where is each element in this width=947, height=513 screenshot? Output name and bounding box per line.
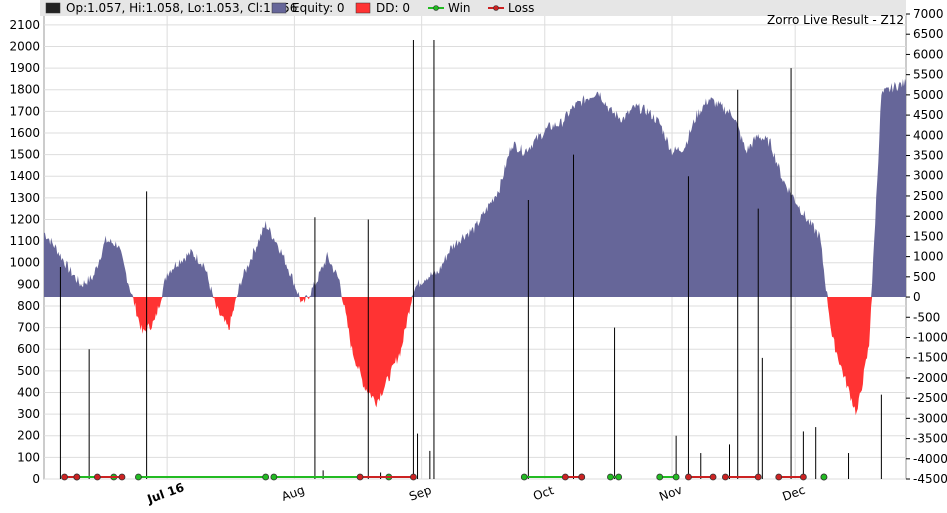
x-axis: Jul 16 Aug Sep Oct Nov Dec <box>145 480 808 506</box>
right-tick-label: 6500 <box>913 27 944 41</box>
left-tick-label: 1200 <box>9 212 40 226</box>
right-tick-label: 3500 <box>913 149 944 163</box>
legend-swatch <box>45 2 61 14</box>
left-tick-label: 800 <box>17 299 40 313</box>
left-tick-label: 500 <box>17 364 40 378</box>
loss-trade-marker <box>685 473 692 481</box>
loss-trade-marker <box>799 473 807 481</box>
win-trade-marker <box>262 473 270 481</box>
left-tick-label: 0 <box>32 472 40 486</box>
right-tick-label: -1000 <box>913 330 947 344</box>
x-tick-label: Nov <box>657 483 684 504</box>
left-tick-label: 300 <box>17 407 40 421</box>
win-trade-marker <box>270 473 278 481</box>
loss-trade-marker <box>356 473 364 481</box>
x-tick-label: Sep <box>407 483 433 504</box>
right-tick-label: -500 <box>913 310 940 324</box>
x-tick-label: Jul 16 <box>145 480 186 506</box>
right-tick-label: 0 <box>913 290 921 304</box>
win-trade-marker <box>615 473 623 481</box>
equity-area-fill <box>44 78 906 298</box>
right-tick-label: -2000 <box>913 371 947 385</box>
right-tick-label: 2000 <box>913 209 944 223</box>
loss-trade-marker <box>721 473 729 481</box>
trade-markers <box>61 473 828 481</box>
chart-title: Zorro Live Result - Z12 <box>767 13 904 27</box>
left-tick-label: 1800 <box>9 83 40 97</box>
left-axis: 0 100 200 300 400 500 600 700 800 900 1000 1100 1200… <box>9 18 40 486</box>
right-tick-label: -1500 <box>913 351 947 365</box>
right-tick-label: -3000 <box>913 411 947 425</box>
right-tick-label: 4500 <box>913 108 944 122</box>
legend-label: Equity: 0 <box>292 1 345 15</box>
right-tick-label: 6000 <box>913 47 944 61</box>
right-tick-label: -2500 <box>913 391 947 405</box>
loss-trade-marker <box>61 473 68 481</box>
right-tick-label: 5500 <box>913 68 944 82</box>
left-tick-label: 600 <box>17 342 40 356</box>
left-tick-label: 1500 <box>9 148 40 162</box>
right-tick-label: 3000 <box>913 169 944 183</box>
right-tick-label: -4500 <box>913 472 947 486</box>
price-spikes <box>59 39 882 479</box>
legend-swatch-dot <box>433 5 439 11</box>
win-trade-marker <box>607 473 614 481</box>
legend-label: Op:1.057, Hi:1.058, Lo:1.053, Cl:1.056 <box>66 1 297 15</box>
right-tick-label: 1500 <box>913 229 944 243</box>
legend-swatch <box>271 2 287 14</box>
legend-swatch-dot <box>493 5 499 11</box>
right-tick-label: 500 <box>913 270 936 284</box>
left-tick-label: 700 <box>17 321 40 335</box>
left-tick-label: 1900 <box>9 61 40 75</box>
left-tick-label: 1100 <box>9 234 40 248</box>
legend-label: Loss <box>508 1 534 15</box>
loss-trade-marker <box>410 473 417 481</box>
loss-trade-marker <box>93 473 101 481</box>
loss-trade-marker <box>709 473 717 481</box>
loss-trade-marker <box>118 473 126 481</box>
left-tick-label: 2100 <box>9 18 40 32</box>
legend-bar <box>40 0 906 16</box>
left-tick-label: 1400 <box>9 169 40 183</box>
legend-label: Win <box>448 1 471 15</box>
loss-trade-marker <box>561 473 569 481</box>
x-tick-label: Dec <box>780 483 807 504</box>
right-tick-label: 7000 <box>913 7 944 21</box>
win-trade-marker <box>820 473 828 481</box>
right-tick-label: 1000 <box>913 250 944 264</box>
right-tick-label: 2500 <box>913 189 944 203</box>
loss-trade-marker <box>754 473 762 481</box>
right-tick-label: 4000 <box>913 128 944 142</box>
left-tick-label: 1300 <box>9 191 40 205</box>
loss-trade-marker <box>73 473 81 481</box>
legend-swatch <box>355 2 371 14</box>
left-tick-label: 1000 <box>9 256 40 270</box>
left-tick-label: 900 <box>17 277 40 291</box>
right-tick-label: -4000 <box>913 452 947 466</box>
right-axis: -4500 -4000 -3500 -3000 -2500 -2000 -1500 -1000… <box>906 7 947 486</box>
left-tick-label: 400 <box>17 385 40 399</box>
left-tick-label: 1600 <box>9 126 40 140</box>
loss-trade-marker <box>578 473 586 481</box>
legend-label: DD: 0 <box>376 1 410 15</box>
equity-area <box>44 78 906 416</box>
left-tick-label: 200 <box>17 429 40 443</box>
win-trade-marker <box>520 473 528 481</box>
left-tick-label: 2000 <box>9 39 40 53</box>
win-trade-marker <box>672 473 680 481</box>
left-tick-label: 100 <box>17 450 40 464</box>
loss-trade-marker <box>775 473 783 481</box>
x-tick-label: Oct <box>531 483 556 503</box>
win-trade-marker <box>656 473 664 481</box>
right-tick-label: 5000 <box>913 88 944 102</box>
win-trade-marker <box>135 473 142 481</box>
left-tick-label: 1700 <box>9 104 40 118</box>
right-tick-label: -3500 <box>913 432 947 446</box>
legend: Op:1.057, Hi:1.058, Lo:1.053, Cl:1.056Eq… <box>45 1 534 15</box>
x-tick-label: Aug <box>280 483 307 504</box>
